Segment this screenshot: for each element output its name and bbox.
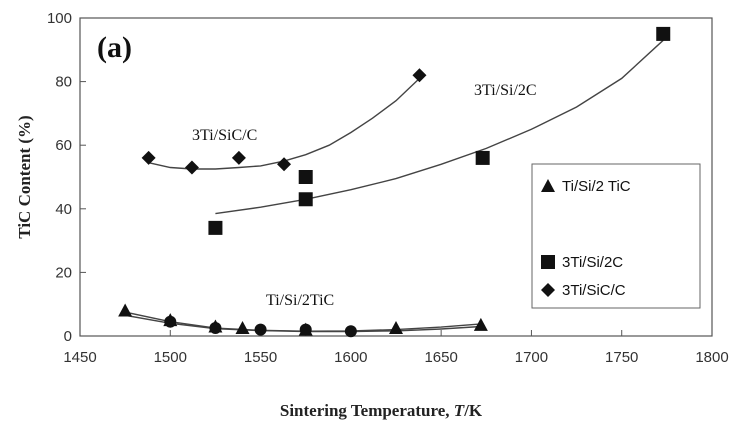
x-tick-label: 1450 <box>63 349 96 366</box>
legend-diamond-marker <box>541 283 555 297</box>
triangle-data-point <box>235 321 250 335</box>
annotation-ti-si-2tic: Ti/Si/2TiC <box>266 292 334 309</box>
square-data-point <box>298 192 313 207</box>
legend-square-marker <box>541 255 555 269</box>
legend-triangle-marker <box>541 179 555 192</box>
y-tick-label: 40 <box>55 201 72 218</box>
x-axis-title-unit: /K <box>463 401 483 420</box>
circle-data-point <box>299 323 312 336</box>
square-data-point <box>656 26 671 41</box>
panel-label: (a) <box>97 31 132 64</box>
legend-label: Ti/Si/2 TiC <box>562 178 631 195</box>
x-axis-title-variable: T <box>454 401 465 420</box>
x-axis-title: Sintering Temperature, T/K <box>280 401 483 420</box>
triangle-data-point <box>389 321 403 335</box>
y-axis-title: TiC Content (%) <box>15 115 34 238</box>
y-tick-label: 100 <box>47 10 72 27</box>
diamond-data-point <box>184 160 199 175</box>
square-data-point <box>298 170 313 184</box>
triangle-data-point <box>118 303 133 317</box>
diamond-data-point <box>231 150 246 165</box>
y-tick-label: 0 <box>64 328 72 345</box>
annotation-3ti-si-2c: 3Ti/Si/2C <box>474 82 537 99</box>
square-data-point <box>475 150 490 165</box>
plot-area-border <box>79 17 713 337</box>
circle-data-point <box>254 323 267 336</box>
diamond-data-point <box>412 68 427 83</box>
diamond-data-point <box>141 150 156 165</box>
circle-data-point <box>209 322 222 335</box>
legend-label: 3Ti/SiC/C <box>562 282 626 299</box>
legend-box <box>531 163 701 309</box>
legend: Ti/Si/2 TiC 3Ti/Si/2C 3Ti/SiC/C <box>531 163 701 309</box>
annotation-3ti-sic-c: 3Ti/SiC/C <box>192 127 257 144</box>
y-tick-label: 20 <box>55 264 72 281</box>
y-tick-label: 80 <box>55 74 72 91</box>
x-axis-title-main: Sintering Temperature, <box>280 401 454 420</box>
x-tick-label: 1600 <box>334 349 367 366</box>
square-data-point <box>208 220 223 235</box>
diamond-data-point <box>277 157 292 172</box>
x-tick-label: 1700 <box>515 349 548 366</box>
trend-curve-2 <box>215 39 664 215</box>
y-axis-ticks: 0 20 40 60 80 100 <box>47 10 86 345</box>
trend-curve-3 <box>148 77 420 170</box>
plot-frame <box>79 17 713 337</box>
y-tick-label: 60 <box>55 137 72 154</box>
circle-data-point <box>164 315 177 328</box>
x-tick-label: 1650 <box>424 349 457 366</box>
x-axis-ticks: 1450 1500 1550 1600 1650 1700 1750 1800 <box>63 330 729 366</box>
triangle-data-point <box>473 317 488 331</box>
x-tick-label: 1550 <box>244 349 277 366</box>
circle-data-point <box>344 325 357 338</box>
x-tick-label: 1500 <box>154 349 187 366</box>
x-tick-label: 1750 <box>605 349 638 366</box>
legend-label: 3Ti/Si/2C <box>562 254 623 271</box>
data-points <box>118 26 671 338</box>
x-tick-label: 1800 <box>695 349 728 366</box>
